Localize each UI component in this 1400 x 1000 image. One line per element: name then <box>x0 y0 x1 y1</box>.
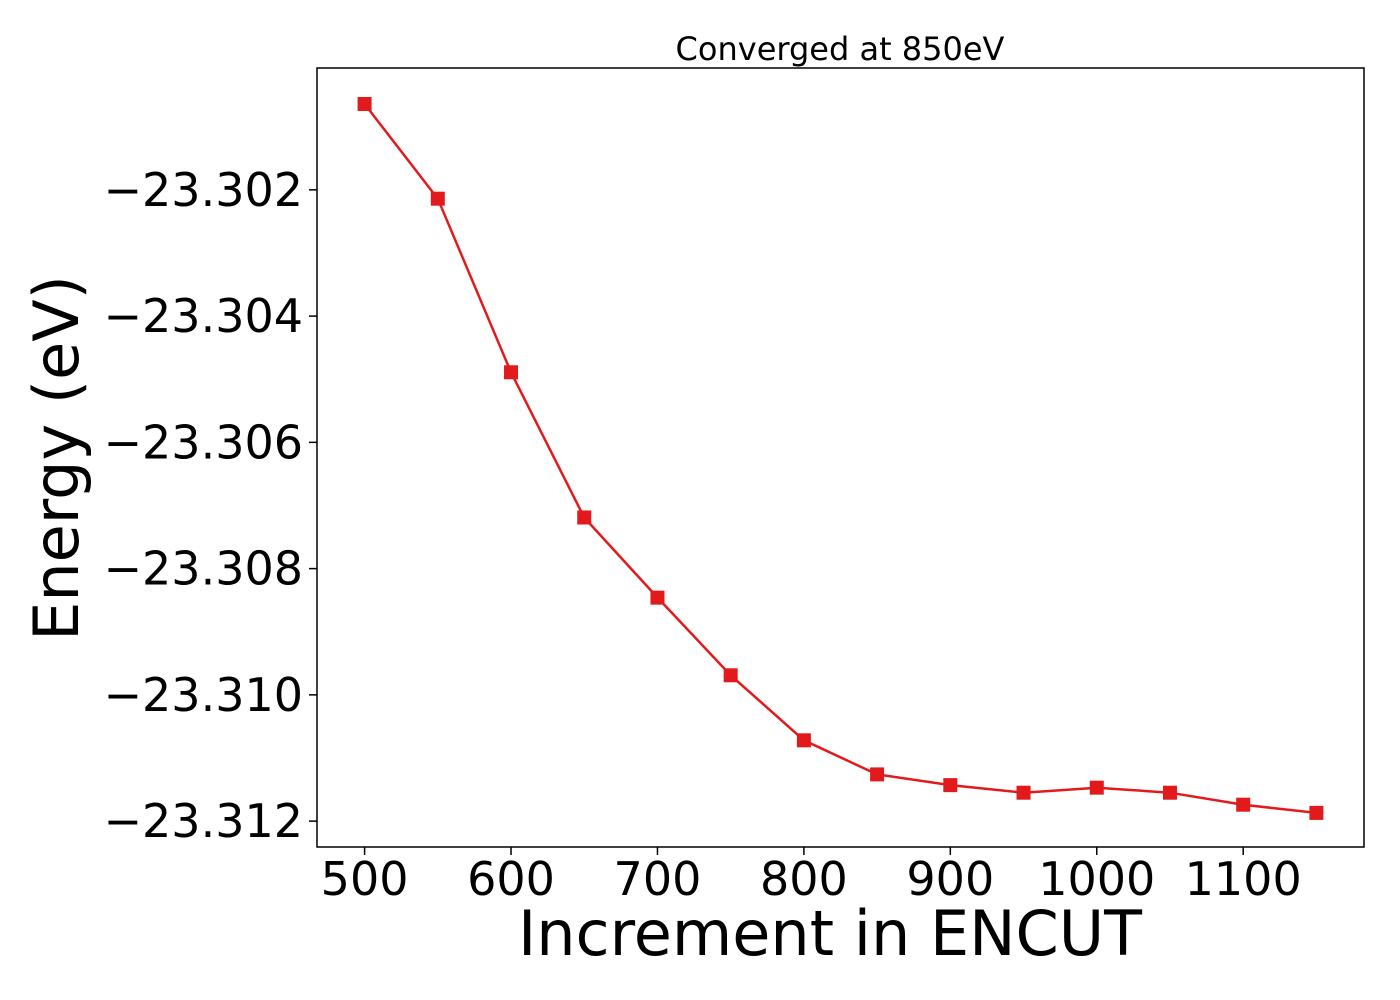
y-axis-label: Energy (eV) <box>20 275 93 641</box>
x-tick-label: 1000 <box>1038 852 1155 906</box>
data-point <box>577 510 592 525</box>
data-point <box>1236 797 1251 812</box>
y-tick-label: −23.312 <box>104 794 304 848</box>
data-point <box>650 590 665 605</box>
data-point <box>1089 780 1104 795</box>
data-point <box>430 191 445 206</box>
x-tick-label: 600 <box>467 852 555 906</box>
data-point <box>1016 785 1031 800</box>
series-layer <box>357 96 1324 820</box>
y-tick-label: −23.310 <box>104 668 304 722</box>
y-tick-label: −23.304 <box>104 289 304 343</box>
chart-title: Converged at 850eV <box>676 30 1005 68</box>
y-tick-label: −23.308 <box>104 542 304 596</box>
x-tick-label: 800 <box>760 852 848 906</box>
data-point <box>1162 785 1177 800</box>
x-axis: 500 600 700 800 900 1000 1100 <box>321 847 1302 906</box>
data-point <box>1309 805 1324 820</box>
data-point <box>723 668 738 683</box>
series-line <box>363 103 1317 815</box>
plot-area <box>316 67 1365 848</box>
data-point <box>504 365 519 380</box>
y-tick-label: −23.302 <box>104 163 304 217</box>
data-point <box>796 733 811 748</box>
x-axis-label: Increment in ENCUT <box>518 897 1143 970</box>
y-axis: −23.302 −23.304 −23.306 −23.308 −23.310 −23.3… <box>104 163 317 848</box>
data-point <box>357 96 372 111</box>
x-tick-label: 500 <box>321 852 409 906</box>
data-point <box>870 767 885 782</box>
x-tick-label: 1100 <box>1185 852 1302 906</box>
y-tick-label: −23.306 <box>104 415 304 469</box>
data-point <box>943 778 958 793</box>
x-tick-label: 700 <box>614 852 702 906</box>
x-tick-label: 900 <box>906 852 994 906</box>
